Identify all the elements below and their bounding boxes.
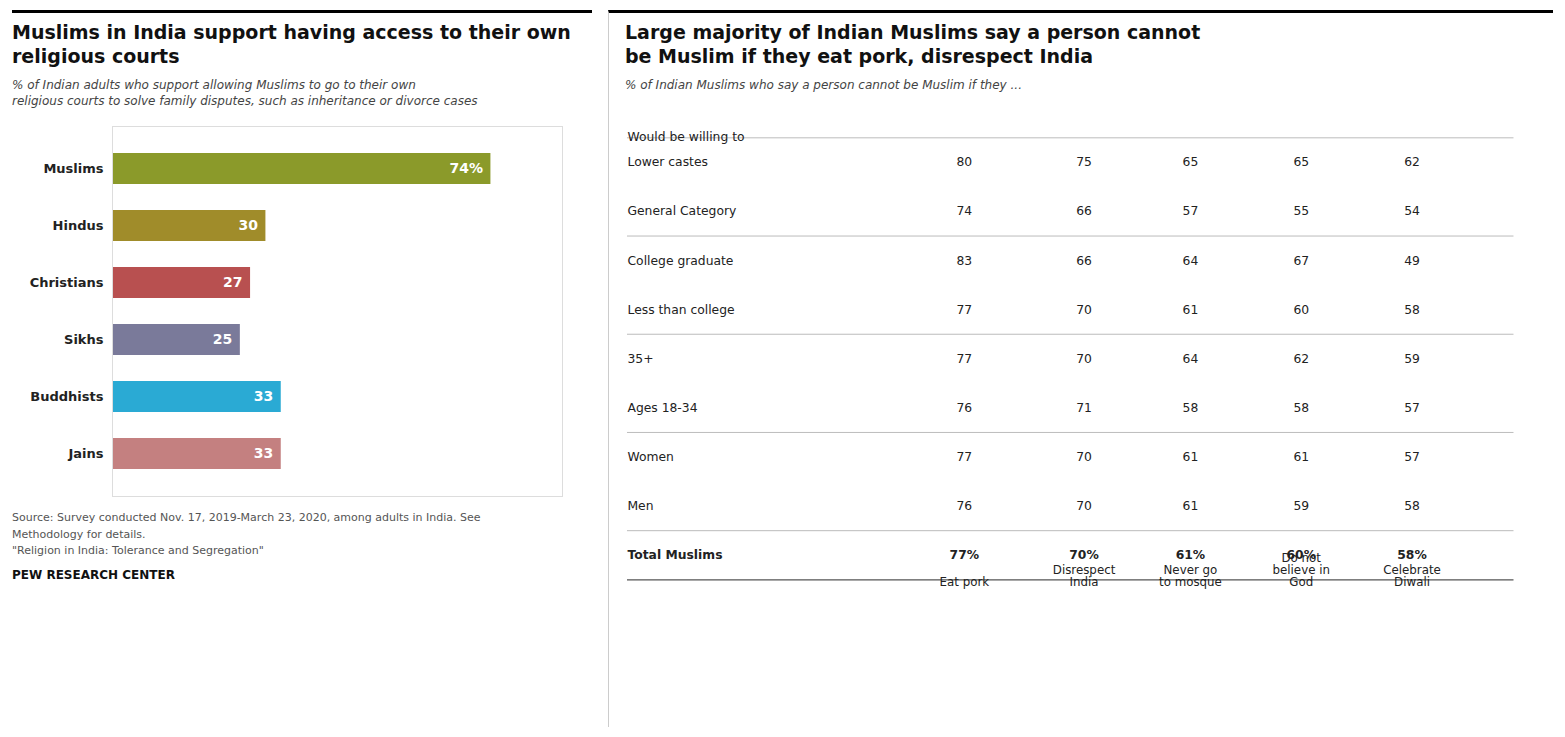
svg-text:62: 62	[1404, 156, 1420, 170]
svg-text:Buddhists: Buddhists	[30, 389, 103, 404]
svg-text:62: 62	[1293, 352, 1309, 366]
svg-text:64: 64	[1183, 352, 1199, 366]
svg-text:Sikhs: Sikhs	[64, 332, 104, 347]
svg-text:General Category: General Category	[627, 205, 736, 219]
svg-text:59: 59	[1293, 499, 1309, 513]
svg-text:58: 58	[1404, 499, 1420, 513]
svg-text:70%: 70%	[1069, 548, 1099, 562]
svg-text:58: 58	[1293, 401, 1309, 415]
svg-text:74: 74	[957, 205, 973, 219]
svg-text:Would be willing to: Would be willing to	[627, 130, 744, 144]
svg-text:65: 65	[1183, 156, 1199, 170]
svg-text:71: 71	[1076, 401, 1092, 415]
svg-text:66: 66	[1076, 205, 1092, 219]
svg-text:75: 75	[1076, 156, 1092, 170]
svg-text:33: 33	[254, 389, 273, 405]
svg-text:61: 61	[1183, 450, 1199, 464]
svg-text:CelebrateDiwali: CelebrateDiwali	[1383, 563, 1441, 589]
svg-text:65: 65	[1293, 156, 1309, 170]
svg-text:Muslims: Muslims	[43, 161, 103, 176]
svg-text:70: 70	[1076, 499, 1092, 513]
svg-text:58: 58	[1404, 303, 1420, 317]
svg-text:57: 57	[1404, 401, 1420, 415]
svg-text:61: 61	[1183, 499, 1199, 513]
svg-text:DisrespectIndia: DisrespectIndia	[1053, 563, 1116, 589]
svg-text:77: 77	[957, 450, 973, 464]
svg-text:Ages 18-34: Ages 18-34	[627, 401, 697, 415]
svg-text:49: 49	[1404, 254, 1420, 268]
svg-text:61%: 61%	[1176, 548, 1206, 562]
svg-text:55: 55	[1293, 205, 1309, 219]
svg-text:67: 67	[1293, 254, 1309, 268]
svg-text:Never goto mosque: Never goto mosque	[1159, 563, 1222, 589]
svg-text:76: 76	[957, 499, 973, 513]
svg-text:Men: Men	[627, 499, 653, 513]
svg-text:Less than college: Less than college	[627, 303, 734, 317]
svg-text:Christians: Christians	[30, 275, 104, 290]
svg-text:76: 76	[957, 401, 973, 415]
svg-text:58%: 58%	[1397, 548, 1427, 562]
svg-text:80: 80	[957, 156, 973, 170]
svg-text:Women: Women	[627, 450, 673, 464]
svg-text:61: 61	[1293, 450, 1309, 464]
svg-text:77: 77	[957, 303, 973, 317]
svg-text:60%: 60%	[1286, 548, 1316, 562]
svg-text:27: 27	[223, 275, 242, 291]
svg-text:Eat pork: Eat pork	[940, 575, 990, 589]
svg-text:57: 57	[1183, 205, 1199, 219]
svg-text:83: 83	[957, 254, 973, 268]
svg-text:77: 77	[957, 352, 973, 366]
svg-text:70: 70	[1076, 303, 1092, 317]
svg-text:70: 70	[1076, 450, 1092, 464]
svg-text:35+: 35+	[627, 352, 653, 366]
svg-text:57: 57	[1404, 450, 1420, 464]
svg-text:77%: 77%	[950, 548, 980, 562]
svg-text:Hindus: Hindus	[53, 218, 104, 233]
svg-text:61: 61	[1183, 303, 1199, 317]
svg-text:54: 54	[1404, 205, 1420, 219]
svg-text:25: 25	[213, 332, 232, 348]
svg-text:33: 33	[254, 446, 273, 462]
svg-text:59: 59	[1404, 352, 1420, 366]
svg-text:58: 58	[1183, 401, 1199, 415]
svg-text:66: 66	[1076, 254, 1092, 268]
svg-text:30: 30	[238, 218, 258, 234]
svg-text:College graduate: College graduate	[627, 254, 733, 268]
svg-text:Jains: Jains	[67, 446, 103, 461]
svg-text:74%: 74%	[449, 161, 483, 177]
svg-text:64: 64	[1183, 254, 1199, 268]
svg-text:Lower castes: Lower castes	[627, 156, 707, 170]
svg-text:60: 60	[1293, 303, 1309, 317]
svg-text:70: 70	[1076, 352, 1092, 366]
svg-text:Total Muslims: Total Muslims	[627, 548, 722, 562]
